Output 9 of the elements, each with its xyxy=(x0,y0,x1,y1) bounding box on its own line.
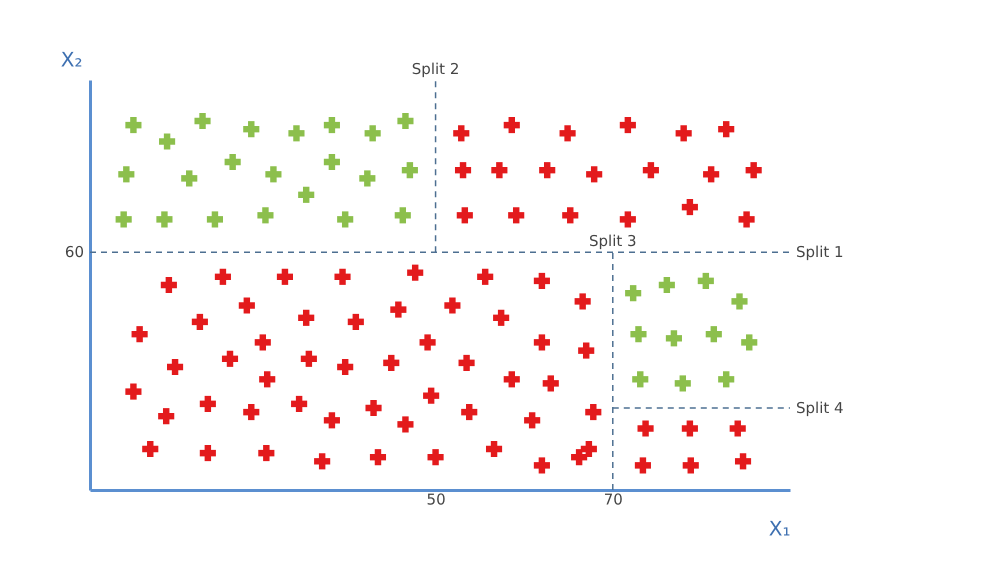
annotation: Split 2 xyxy=(412,60,460,78)
y-axis-title: X₂ xyxy=(60,48,82,72)
x-tick-label: 70 xyxy=(604,490,623,508)
annotation: Split 1 xyxy=(796,243,844,262)
x-axis-title: X₁ xyxy=(768,516,790,540)
annotation: 60 xyxy=(64,243,84,262)
annotation: Split 4 xyxy=(796,399,844,417)
annotation: Split 3 xyxy=(588,232,637,250)
x-tick-label: 50 xyxy=(426,490,446,508)
